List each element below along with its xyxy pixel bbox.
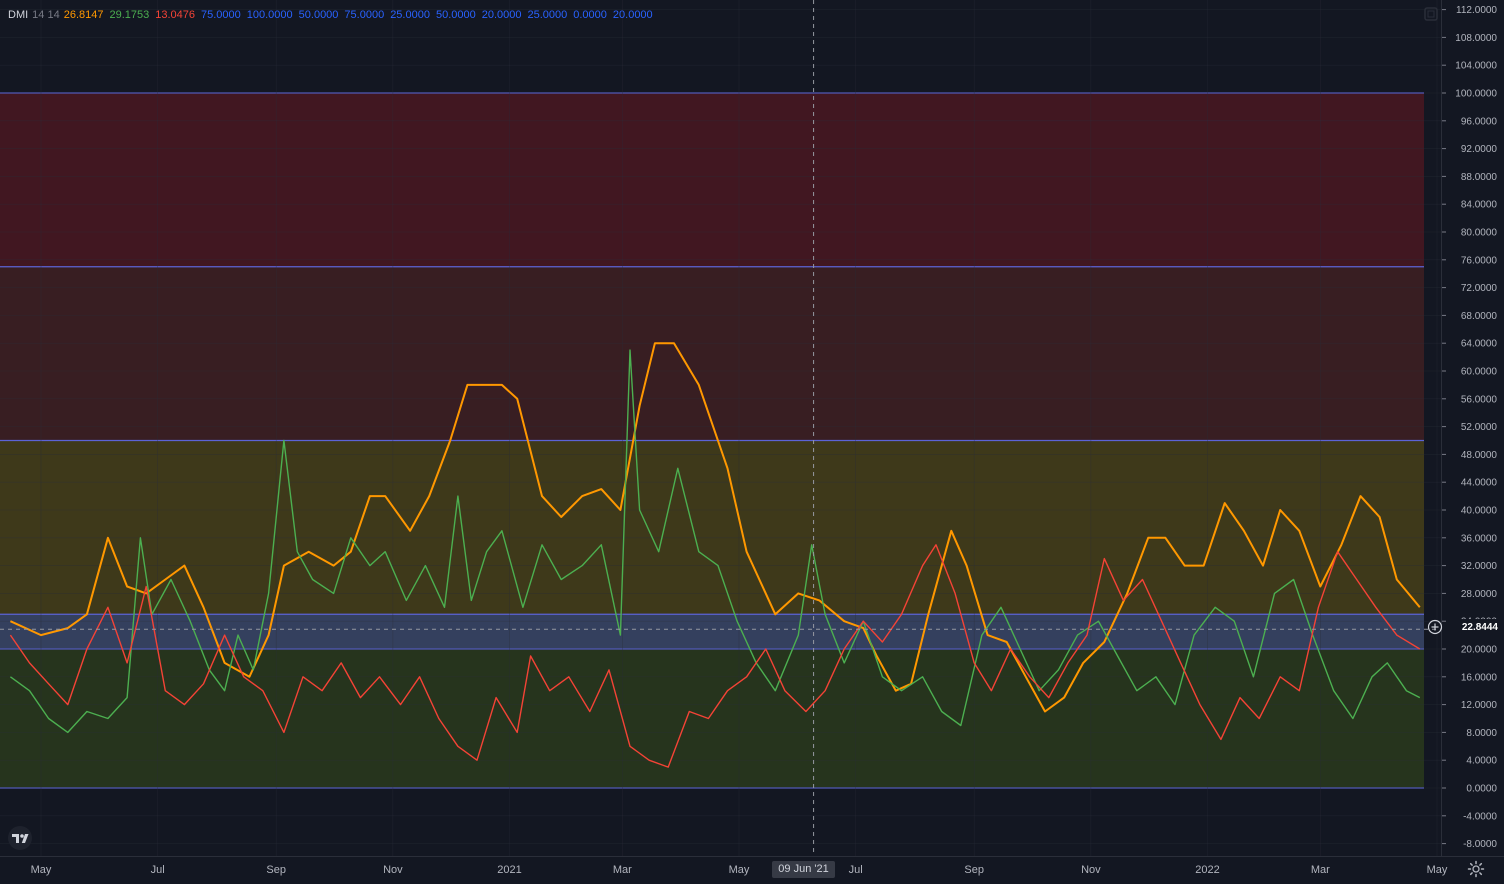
series-line-2 xyxy=(9,544,1421,768)
y-axis[interactable]: 112.0000 108.0000 104.0000 100.0000 96.0000 9… xyxy=(1441,0,1504,856)
x-tick-label-7: Jul xyxy=(849,864,863,876)
crosshair-value-label: 22.8444 xyxy=(1447,619,1501,636)
legend-value-4: 100.0000 xyxy=(246,9,293,21)
y-tick-label-15: 52.0000 xyxy=(1461,422,1498,433)
x-tick-label-1: Jul xyxy=(151,864,165,876)
x-axis-bg xyxy=(0,857,1504,884)
x-tick-label-8: Sep xyxy=(964,864,984,876)
y-tick-label-25: 12.0000 xyxy=(1461,700,1498,711)
y-tick-label-5: 92.0000 xyxy=(1461,144,1498,155)
legend-value-0: 26.8147 xyxy=(63,9,104,21)
series-line-0 xyxy=(9,342,1421,713)
cursor-date-label: 09 Jun '21 xyxy=(772,861,835,878)
grid-layer xyxy=(0,0,1441,856)
y-tick-label-18: 40.0000 xyxy=(1461,506,1498,517)
y-tick-label-2: 104.0000 xyxy=(1455,61,1497,72)
y-tick-label-30: -8.0000 xyxy=(1463,839,1497,850)
x-tick-label-11: Mar xyxy=(1311,864,1330,876)
band-0 xyxy=(0,93,1424,267)
y-tick-label-8: 80.0000 xyxy=(1461,228,1498,239)
legend-value-8: 50.0000 xyxy=(435,9,476,21)
y-tick-label-14: 56.0000 xyxy=(1461,394,1498,405)
legend-value-6: 75.0000 xyxy=(344,9,385,21)
y-tick-label-23: 20.0000 xyxy=(1461,645,1498,656)
x-tick-label-12: May xyxy=(1427,864,1448,876)
y-tick-label-10: 72.0000 xyxy=(1461,283,1498,294)
y-tick-label-9: 76.0000 xyxy=(1461,255,1498,266)
indicator-params: 14 14 xyxy=(32,9,60,21)
x-tick-label-4: 2021 xyxy=(497,864,521,876)
y-tick-label-27: 4.0000 xyxy=(1466,756,1497,767)
x-tick-label-5: Mar xyxy=(613,864,632,876)
legend-value-9: 20.0000 xyxy=(481,9,522,21)
y-tick-label-28: 0.0000 xyxy=(1466,784,1497,795)
tradingview-logo-icon[interactable] xyxy=(8,826,32,850)
legend-values: 26.8147 29.1753 13.0476 75.0000 100.0000 50.0… xyxy=(64,8,653,22)
y-tick-label-17: 44.0000 xyxy=(1461,478,1498,489)
x-axis[interactable]: May Jul Sep Nov 2021 Mar May Jul Sep Nov 2022 Mar Ma… xyxy=(0,856,1504,884)
legend-value-7: 25.0000 xyxy=(390,9,430,21)
y-tick-label-12: 64.0000 xyxy=(1461,339,1498,350)
x-tick-label-3: Nov xyxy=(383,864,403,876)
indicator-name: DMI xyxy=(8,9,29,21)
indicator-legend[interactable]: DMI 14 14 26.8147 29.1753 13.0476 75.0000 10… xyxy=(8,8,653,22)
y-tick-label-24: 16.0000 xyxy=(1461,672,1498,683)
y-tick-label-11: 68.0000 xyxy=(1461,311,1498,322)
x-tick-label-6: May xyxy=(729,864,750,876)
series-line-1 xyxy=(9,349,1421,734)
x-tick-label-0: May xyxy=(31,864,52,876)
band-1 xyxy=(0,266,1424,441)
y-tick-label-19: 36.0000 xyxy=(1461,533,1498,544)
legend-value-10: 25.0000 xyxy=(527,9,568,21)
y-tick-label-20: 32.0000 xyxy=(1461,561,1498,572)
series-layer xyxy=(9,342,1421,768)
band-2 xyxy=(0,440,1424,615)
settings-gear-icon[interactable] xyxy=(1467,860,1485,878)
y-tick-label-7: 84.0000 xyxy=(1461,200,1498,211)
x-tick-label-9: Nov xyxy=(1081,864,1101,876)
legend-value-12: 20.0000 xyxy=(612,9,653,21)
y-tick-label-3: 100.0000 xyxy=(1455,89,1497,100)
y-tick-label-0: 112.0000 xyxy=(1456,5,1497,16)
y-tick-label-1: 108.0000 xyxy=(1455,33,1497,44)
band-3 xyxy=(0,614,1424,649)
band-4 xyxy=(0,649,1424,788)
crosshair xyxy=(0,0,1441,856)
maximize-pane-icon[interactable] xyxy=(1424,7,1438,21)
legend-value-5: 50.0000 xyxy=(298,9,339,21)
legend-value-3: 75.0000 xyxy=(201,9,241,21)
x-tick-label-10: 2022 xyxy=(1195,864,1219,876)
y-axis-bg xyxy=(1442,0,1504,856)
y-tick-label-4: 96.0000 xyxy=(1461,116,1498,127)
legend-value-2: 13.0476 xyxy=(155,9,195,21)
y-tick-label-26: 8.0000 xyxy=(1466,728,1497,739)
bands-layer xyxy=(0,92,1424,789)
legend-value-11: 0.0000 xyxy=(573,9,607,21)
y-tick-label-29: -4.0000 xyxy=(1463,811,1497,822)
y-tick-label-21: 28.0000 xyxy=(1461,589,1498,600)
y-tick-label-13: 60.0000 xyxy=(1461,367,1498,378)
add-plus-icon[interactable] xyxy=(1427,619,1443,635)
y-tick-label-6: 88.0000 xyxy=(1461,172,1498,183)
legend-value-1: 29.1753 xyxy=(109,9,150,21)
y-tick-label-16: 48.0000 xyxy=(1461,450,1498,461)
x-tick-label-2: Sep xyxy=(266,864,286,876)
